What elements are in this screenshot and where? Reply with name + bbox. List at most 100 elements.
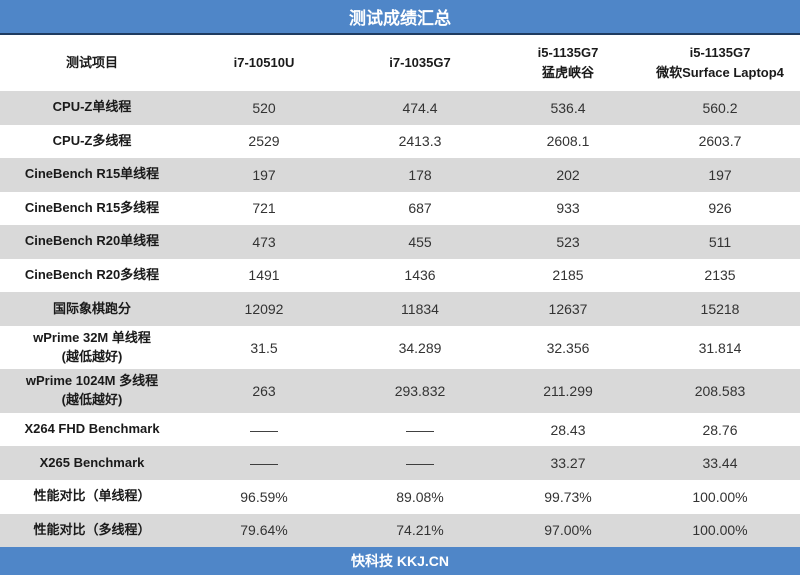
value-cell: 520 xyxy=(252,99,276,116)
column-header: i7-1035G7 xyxy=(344,53,496,73)
footer-bar: 快科技 KKJ.CN xyxy=(0,547,800,575)
table-row: wPrime 1024M 多线程 (越低越好) 263 293.832 211.299 2… xyxy=(0,369,800,413)
row-label-line1: CPU-Z单线程 xyxy=(52,99,132,115)
row-label: CPU-Z单线程 xyxy=(0,98,184,117)
value-cell: 33.27 xyxy=(550,455,586,472)
table-body: CPU-Z单线程 520 474.4 536.4 560.2 CPU-Z多线程 2529 24… xyxy=(0,91,800,548)
value-cell: 293.832 xyxy=(394,383,446,400)
value-cell: 933 xyxy=(556,200,580,217)
value-cell: 2608.1 xyxy=(546,133,590,150)
value-cell: 721 xyxy=(252,200,276,217)
row-label: wPrime 32M 单线程 (越低越好) xyxy=(0,329,184,367)
row-label-line2: (越低越好) xyxy=(61,392,123,408)
value-cell: 28.43 xyxy=(550,421,586,438)
row-label-line2: (越低越好) xyxy=(61,348,123,364)
value-cell: 926 xyxy=(708,200,732,217)
value-cell: 11834 xyxy=(401,300,439,317)
value-cell: —— xyxy=(406,421,434,438)
row-label-line1: 国际象棋跑分 xyxy=(52,300,131,316)
value-cell: 2603.7 xyxy=(698,133,742,150)
row-label-line1: CineBench R15多线程 xyxy=(24,199,160,215)
row-label-line1: 性能对比（单线程） xyxy=(33,488,151,504)
table-row: CPU-Z多线程 2529 2413.3 2608.1 2603.7 xyxy=(0,124,800,159)
title-bar: 测试成绩汇总 xyxy=(0,0,800,35)
table-row: CineBench R20多线程 1491 1436 2185 2135 xyxy=(0,258,800,293)
column-header: i5-1135G7 微软Surface Laptop4 xyxy=(640,43,800,83)
column-header-line2: 猛虎峡谷 xyxy=(541,65,594,80)
value-cell: 2529 xyxy=(248,133,280,150)
value-cell: 89.08% xyxy=(396,488,444,505)
column-header: i7-10510U xyxy=(184,53,344,73)
column-header-line1: i5-1135G7 xyxy=(537,44,599,60)
row-label: wPrime 1024M 多线程 (越低越好) xyxy=(0,372,184,410)
value-cell: 1436 xyxy=(404,267,436,284)
row-label: CineBench R15多线程 xyxy=(0,199,184,218)
column-header-line1: i5-1135G7 xyxy=(689,44,751,60)
row-label-line1: CPU-Z多线程 xyxy=(52,132,132,148)
value-cell: 560.2 xyxy=(702,99,738,116)
value-cell: 99.73% xyxy=(544,488,592,505)
value-cell: 511 xyxy=(708,233,732,250)
value-cell: 32.356 xyxy=(546,339,590,356)
value-cell: 31.5 xyxy=(250,339,278,356)
value-cell: 2413.3 xyxy=(398,133,442,150)
value-cell: 2135 xyxy=(704,267,736,284)
value-cell: 2185 xyxy=(552,267,584,284)
table-row: wPrime 32M 单线程 (越低越好) 31.5 34.289 32.356 31.8… xyxy=(0,325,800,370)
row-label-line1: CineBench R15单线程 xyxy=(24,166,160,182)
column-header: i5-1135G7 猛虎峡谷 xyxy=(496,43,640,83)
column-header-line1: i7-1035G7 xyxy=(389,54,451,70)
value-cell: 15218 xyxy=(700,300,740,317)
table-row: X265 Benchmark —— —— 33.27 33.44 xyxy=(0,446,800,480)
column-header-line1: i7-10510U xyxy=(233,54,295,70)
value-cell: 12637 xyxy=(548,300,588,317)
row-label: CineBench R15单线程 xyxy=(0,165,184,184)
table-row: CineBench R15多线程 721 687 933 926 xyxy=(0,191,800,226)
value-cell: 211.299 xyxy=(543,383,593,400)
row-label: 国际象棋跑分 xyxy=(0,300,184,319)
row-label: X264 FHD Benchmark xyxy=(0,420,184,439)
row-label-line1: CineBench R20多线程 xyxy=(24,267,160,282)
column-header-line2: 微软Surface Laptop4 xyxy=(656,65,784,80)
value-cell: —— xyxy=(250,455,278,472)
value-cell: 100.00% xyxy=(692,488,748,505)
row-label: X265 Benchmark xyxy=(0,454,184,473)
value-cell: 474.4 xyxy=(402,99,438,116)
column-header: 测试项目 xyxy=(0,53,184,73)
value-cell: 197 xyxy=(708,166,732,183)
page-title: 测试成绩汇总 xyxy=(349,9,451,28)
row-label-line1: X264 FHD Benchmark xyxy=(24,421,160,437)
row-label: CineBench R20多线程 xyxy=(0,266,184,285)
row-label: CineBench R20单线程 xyxy=(0,232,184,251)
value-cell: 202 xyxy=(556,166,580,183)
table-row: CineBench R20单线程 473 455 523 511 xyxy=(0,225,800,259)
row-label-line1: wPrime 32M 单线程 xyxy=(33,329,151,345)
footer-brand: 快科技 KKJ.CN xyxy=(350,553,449,569)
value-cell: 473 xyxy=(252,233,276,250)
value-cell: 197 xyxy=(252,166,276,183)
value-cell: —— xyxy=(406,455,434,472)
value-cell: 1491 xyxy=(248,267,280,284)
table-row: 性能对比（多线程） 79.64% 74.21% 97.00% 100.00% xyxy=(0,513,800,548)
value-cell: 31.814 xyxy=(698,339,742,356)
row-label-line1: X265 Benchmark xyxy=(39,454,145,470)
value-cell: 100.00% xyxy=(692,522,748,539)
value-cell: 97.00% xyxy=(544,522,592,539)
table-row: 性能对比（单线程） 96.59% 89.08% 99.73% 100.00% xyxy=(0,479,800,514)
value-cell: 687 xyxy=(408,200,432,217)
value-cell: 178 xyxy=(408,166,432,183)
column-header-line1: 测试项目 xyxy=(65,54,118,70)
value-cell: 74.21% xyxy=(396,522,444,539)
value-cell: —— xyxy=(250,421,278,438)
row-label: 性能对比（单线程） xyxy=(0,487,184,506)
value-cell: 28.76 xyxy=(702,421,738,438)
value-cell: 33.44 xyxy=(702,455,738,472)
table-row: CineBench R15单线程 197 178 202 197 xyxy=(0,158,800,192)
value-cell: 96.59% xyxy=(240,488,288,505)
value-cell: 523 xyxy=(556,233,580,250)
value-cell: 536.4 xyxy=(550,99,586,116)
row-label-line1: wPrime 1024M 多线程 xyxy=(25,373,159,389)
row-label-line1: CineBench R20单线程 xyxy=(24,233,160,249)
value-cell: 79.64% xyxy=(240,522,288,539)
table-header-row: 测试项目 i7-10510U i7-1035G7 i5-1135G7 猛虎峡谷 i5-11… xyxy=(0,35,800,91)
